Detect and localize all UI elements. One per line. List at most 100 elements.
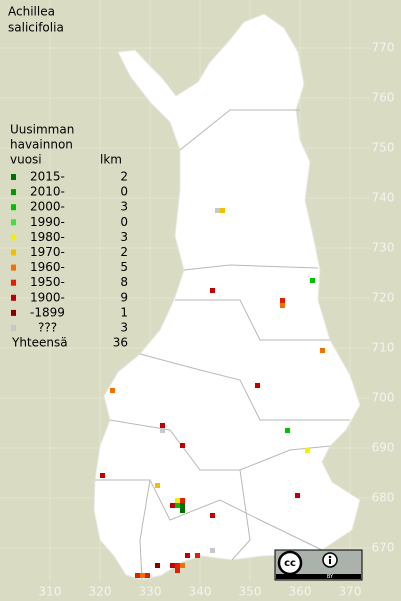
- y-tick-label: 730: [372, 241, 395, 255]
- observation-square: [310, 278, 315, 283]
- x-tick-label: 370: [339, 585, 362, 599]
- border: [231, 469, 251, 561]
- legend-label: 1960-: [30, 260, 65, 274]
- y-tick-label: 770: [372, 41, 395, 55]
- observation-square: [210, 513, 215, 518]
- observation-square: [180, 503, 185, 508]
- border: [139, 353, 350, 421]
- border: [175, 299, 330, 341]
- legend-heading: vuosi: [10, 153, 42, 167]
- x-tick-label: 310: [39, 585, 62, 599]
- legend-label: 1900-: [30, 290, 65, 304]
- observation-square: [175, 563, 180, 568]
- legend-count: 3: [120, 230, 128, 244]
- legend-swatch: [11, 234, 16, 241]
- observation-square: [295, 493, 300, 498]
- observation-square: [160, 428, 165, 433]
- legend-swatch: [11, 264, 16, 271]
- legend-count: 3: [120, 200, 128, 214]
- y-tick-label: 750: [372, 141, 395, 155]
- legend-label: -1899: [30, 305, 65, 319]
- border: [179, 109, 300, 151]
- finland-outline: [93, 13, 361, 581]
- y-tick-label: 670: [372, 541, 395, 555]
- observation-square: [320, 348, 325, 353]
- legend-count: 1: [120, 305, 128, 319]
- observation-square: [135, 573, 140, 578]
- observation-square: [285, 428, 290, 433]
- legend-swatch: [11, 219, 16, 226]
- legend-label: 1980-: [30, 230, 65, 244]
- legend-label: 2010-: [30, 185, 65, 199]
- legend-label: 2000-: [30, 200, 65, 214]
- title: Achillea: [8, 5, 55, 19]
- observations: [100, 208, 325, 578]
- legend-count: 8: [120, 275, 128, 289]
- observation-square: [175, 568, 180, 573]
- legend-swatch: [11, 309, 16, 316]
- observation-square: [305, 448, 310, 453]
- observation-square: [220, 208, 225, 213]
- y-tick-label: 690: [372, 441, 395, 455]
- legend-total-label: Yhteensä: [11, 336, 68, 350]
- y-tick-label: 680: [372, 491, 395, 505]
- badge-strip: [276, 574, 361, 579]
- legend-count-heading: lkm: [100, 153, 122, 167]
- observation-square: [180, 498, 185, 503]
- by-text: BY: [327, 574, 334, 580]
- x-tick-label: 320: [89, 585, 112, 599]
- observation-square: [110, 388, 115, 393]
- x-tick-label: 360: [289, 585, 312, 599]
- legend-swatch: [11, 294, 16, 301]
- by-icon-head: [328, 555, 332, 559]
- cc-text: cc: [284, 558, 296, 569]
- legend-swatch: [11, 174, 16, 180]
- observation-square: [100, 473, 105, 478]
- license-badge[interactable]: cc BY: [274, 549, 363, 581]
- observation-square: [215, 208, 220, 213]
- legend-count: 0: [120, 185, 128, 199]
- observation-square: [175, 503, 180, 508]
- observation-square: [280, 303, 285, 308]
- legend-label: 1990-: [30, 215, 65, 229]
- x-tick-label: 340: [189, 585, 212, 599]
- legend-swatch: [11, 249, 16, 256]
- legend-label: 1970-: [30, 245, 65, 259]
- y-tick-label: 700: [372, 391, 395, 405]
- border: [183, 264, 319, 271]
- legend-count: 5: [120, 260, 128, 274]
- observation-square: [180, 508, 185, 513]
- legend-heading: havainnon: [10, 138, 73, 152]
- legend-label: 2015-: [30, 170, 65, 184]
- observation-square: [170, 563, 175, 568]
- cc-icon: [277, 550, 303, 576]
- observation-square: [155, 483, 160, 488]
- y-tick-label: 710: [372, 341, 395, 355]
- legend-count: 3: [120, 321, 128, 335]
- region-borders: [95, 109, 350, 581]
- observation-square: [180, 443, 185, 448]
- observation-square: [280, 298, 285, 303]
- border: [95, 479, 323, 551]
- title: salicifolia: [8, 21, 64, 35]
- observation-square: [255, 383, 260, 388]
- legend-count: 2: [120, 245, 128, 259]
- by-icon-body: [329, 559, 331, 564]
- legend-swatch: [11, 325, 16, 331]
- observation-square: [175, 498, 180, 503]
- observation-square: [145, 573, 150, 578]
- observation-square: [185, 553, 190, 558]
- legend-swatch: [11, 189, 16, 196]
- y-tick-label: 720: [372, 291, 395, 305]
- observation-square: [195, 553, 200, 558]
- legend-swatch: [11, 279, 16, 286]
- x-tick-label: 330: [139, 585, 162, 599]
- observation-square: [160, 423, 165, 428]
- observation-square: [170, 503, 175, 508]
- observation-square: [180, 563, 185, 568]
- legend-label: 1950-: [30, 275, 65, 289]
- legend-label: ???: [38, 321, 57, 335]
- legend-swatch: [11, 204, 16, 211]
